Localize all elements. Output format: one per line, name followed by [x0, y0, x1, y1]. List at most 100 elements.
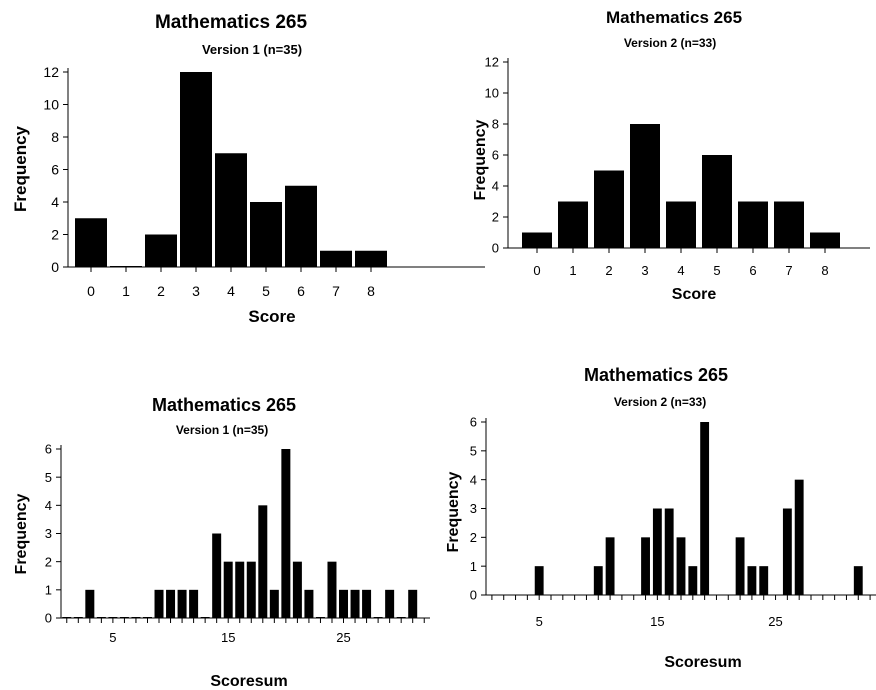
y-tick-label: 0 — [51, 259, 59, 275]
y-tick-label: 1 — [470, 559, 477, 574]
bar-16 — [235, 561, 245, 618]
x-tick-label: 6 — [297, 283, 305, 299]
bar-20 — [281, 449, 291, 618]
y-axis-label: Frequency — [445, 471, 462, 552]
bar-21 — [292, 561, 302, 618]
bar-14 — [212, 533, 222, 618]
y-tick-label: 4 — [51, 194, 59, 210]
x-tick-label: 4 — [227, 283, 235, 299]
bar-11 — [605, 537, 615, 595]
y-tick-label: 10 — [43, 97, 59, 113]
x-tick-label: 7 — [785, 263, 792, 278]
y-tick-label: 2 — [492, 210, 499, 225]
bar-3 — [630, 124, 660, 248]
bar-26 — [782, 508, 792, 595]
y-tick-label: 12 — [485, 55, 499, 70]
y-axis-label: Frequency — [13, 493, 30, 574]
x-tick-label: 5 — [262, 283, 270, 299]
chart-title: Mathematics 265 — [152, 395, 296, 415]
x-tick-label: 5 — [109, 630, 116, 645]
x-tick-label: 4 — [677, 263, 684, 278]
bar-26 — [350, 589, 360, 618]
x-tick-label: 3 — [641, 263, 648, 278]
bar-1 — [62, 617, 72, 618]
y-tick-label: 1 — [45, 583, 52, 598]
x-tick-label: 0 — [87, 283, 95, 299]
y-tick-label: 6 — [51, 162, 59, 178]
y-tick-label: 8 — [51, 129, 59, 145]
bar-15 — [652, 508, 662, 595]
bar-4 — [96, 617, 106, 618]
x-tick-label: 0 — [533, 263, 540, 278]
bar-15 — [223, 561, 233, 618]
bar-5 — [702, 155, 732, 248]
bar-22 — [304, 589, 314, 618]
bar-4 — [666, 201, 696, 248]
bar-11 — [177, 589, 187, 618]
bar-2 — [594, 170, 624, 248]
y-tick-label: 8 — [492, 117, 499, 132]
bar-7 — [131, 617, 141, 618]
y-tick-label: 12 — [43, 64, 59, 80]
x-tick-label: 6 — [749, 263, 756, 278]
chart-title: Mathematics 265 — [155, 12, 308, 33]
bar-1 — [110, 266, 142, 267]
bar-5 — [108, 617, 118, 618]
x-tick-label: 8 — [367, 283, 375, 299]
bar-28 — [373, 617, 383, 618]
bar-19 — [269, 589, 279, 618]
x-tick-label: 5 — [713, 263, 720, 278]
bar-0 — [522, 232, 552, 248]
x-tick-label: 2 — [157, 283, 165, 299]
bar-3 — [85, 589, 95, 618]
y-tick-label: 2 — [470, 530, 477, 545]
bar-10 — [593, 566, 603, 595]
bar-9 — [154, 589, 164, 618]
bar-27 — [362, 589, 372, 618]
bar-0 — [75, 218, 107, 267]
chart-subtitle: Version 2 (n=33) — [624, 36, 716, 50]
y-axis-label: Frequency — [472, 119, 489, 200]
bar-32 — [853, 566, 863, 595]
y-tick-label: 2 — [51, 227, 59, 243]
bar-29 — [385, 589, 395, 618]
y-tick-label: 10 — [485, 86, 499, 101]
x-tick-label: 3 — [192, 283, 200, 299]
bar-2 — [145, 234, 177, 267]
y-tick-label: 0 — [470, 588, 477, 603]
bar-17 — [246, 561, 256, 618]
bar-7 — [320, 250, 352, 267]
y-tick-label: 2 — [45, 554, 52, 569]
bar-14 — [641, 537, 650, 595]
bar-5 — [250, 202, 282, 267]
bar-24 — [327, 561, 337, 618]
x-tick-label: 8 — [821, 263, 828, 278]
y-tick-label: 5 — [470, 444, 477, 459]
bar-17 — [676, 537, 686, 595]
chart-title: Mathematics 265 — [584, 365, 728, 385]
x-axis-label: Score — [672, 286, 717, 303]
bar-10 — [166, 589, 176, 618]
chart-subtitle: Version 1 (n=35) — [202, 42, 302, 57]
y-tick-label: 3 — [45, 526, 52, 541]
x-tick-label: 1 — [122, 283, 130, 299]
y-tick-label: 6 — [470, 415, 477, 430]
bar-31 — [408, 589, 418, 618]
bar-12 — [189, 589, 199, 618]
y-tick-label: 3 — [470, 501, 477, 516]
bar-30 — [396, 617, 406, 618]
chart-3: Mathematics 265 Version 1 (n=35) 0 1 2 3 4 5 6 Sc… — [13, 395, 430, 690]
chart-subtitle: Version 1 (n=35) — [176, 423, 268, 437]
bar-16 — [664, 508, 674, 595]
bar-18 — [688, 566, 698, 595]
x-tick-label: 1 — [569, 263, 576, 278]
bar-2 — [73, 617, 83, 618]
y-tick-label: 4 — [492, 179, 499, 194]
y-axis-label: Frequency — [11, 125, 30, 212]
bar-3 — [180, 72, 212, 267]
x-axis-label: Scoresum — [664, 654, 741, 671]
bar-23 — [747, 566, 757, 595]
bar-8 — [810, 232, 840, 248]
y-tick-label: 0 — [492, 241, 499, 256]
bar-4 — [215, 153, 247, 267]
